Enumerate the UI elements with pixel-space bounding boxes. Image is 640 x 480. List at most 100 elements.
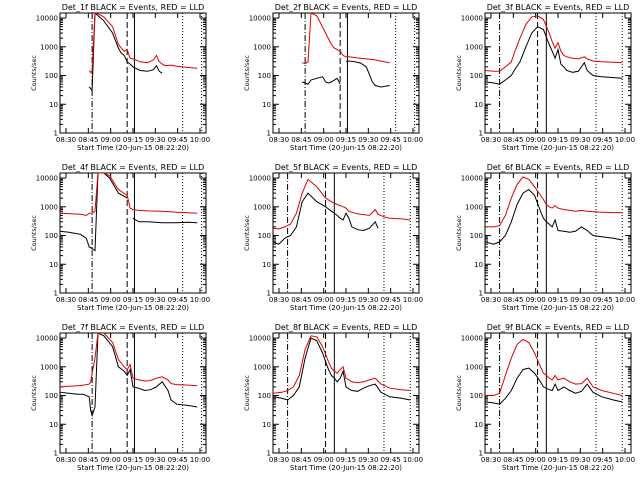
- x-tick-label: 09:00: [314, 136, 334, 144]
- series-events: [60, 333, 198, 418]
- panel-9: Det_9f BLACK = Events, RED = LLD 1 10 100 10…: [455, 323, 635, 472]
- x-axis-label: Start Time (20-Jun-15 08:22:20): [77, 464, 189, 472]
- y-tick-label: 10000: [249, 15, 271, 23]
- y-tick-label: 100: [470, 72, 483, 80]
- series-lld: [60, 173, 198, 216]
- plot-frame: [484, 12, 632, 134]
- x-tick-label: 09:00: [101, 136, 121, 144]
- panel-title: Det_2f BLACK = Events, RED = LLD: [275, 3, 418, 12]
- x-tick-label: 09:15: [336, 456, 356, 464]
- panel-title: Det_6f BLACK = Events, RED = LLD: [487, 163, 630, 172]
- x-tick-label: 10:00: [403, 136, 423, 144]
- plot-frame: [59, 12, 207, 134]
- x-tick-label: 09:00: [526, 136, 546, 144]
- series-events: [60, 173, 198, 252]
- y-tick-label: 1000: [40, 363, 58, 371]
- x-tick-label: 10:00: [190, 136, 210, 144]
- panel-title: Det_9f BLACK = Events, RED = LLD: [487, 323, 630, 332]
- x-tick-label: 09:30: [358, 456, 378, 464]
- panel-7: Det_7f BLACK = Events, RED = LLD 1 10 100 10…: [30, 323, 210, 472]
- y-tick-label: 1000: [253, 363, 271, 371]
- x-tick-label: 09:00: [526, 296, 546, 304]
- panel-4: Det_4f BLACK = Events, RED = LLD 1 10 100 10…: [30, 163, 210, 312]
- x-tick-label: 09:45: [168, 456, 188, 464]
- x-tick-label: 08:30: [481, 136, 501, 144]
- x-tick-label: 09:45: [593, 296, 613, 304]
- x-tick-label: 08:45: [78, 296, 98, 304]
- x-tick-label: 09:15: [548, 456, 568, 464]
- y-tick-label: 10000: [461, 335, 483, 343]
- y-axis-label: Counts/sec: [243, 375, 251, 411]
- x-tick-label: 09:45: [381, 296, 401, 304]
- series-lld: [302, 13, 390, 65]
- y-tick-label: 10000: [461, 15, 483, 23]
- x-tick-label: 09:30: [145, 136, 165, 144]
- panel-5: Det_5f BLACK = Events, RED = LLD 1 10 100 10…: [243, 163, 423, 312]
- y-axis-label: Counts/sec: [30, 215, 38, 251]
- plot-frame: [272, 172, 420, 294]
- x-tick-label: 10:00: [190, 456, 210, 464]
- y-tick-label: 100: [470, 232, 483, 240]
- x-tick-label: 09:00: [101, 296, 121, 304]
- panel-6: Det_6f BLACK = Events, RED = LLD 1 10 100 10…: [455, 163, 635, 312]
- series-lld: [485, 15, 623, 72]
- x-tick-label: 09:45: [381, 456, 401, 464]
- panel-title: Det_7f BLACK = Events, RED = LLD: [62, 323, 205, 332]
- series-lld: [485, 176, 623, 228]
- y-tick-label: 1: [267, 290, 271, 298]
- x-tick-label: 10:00: [615, 296, 635, 304]
- x-tick-label: 09:45: [593, 136, 613, 144]
- y-tick-label: 10000: [36, 335, 58, 343]
- x-tick-label: 09:30: [570, 136, 590, 144]
- y-tick-label: 10: [49, 421, 58, 429]
- y-tick-label: 10000: [36, 175, 58, 183]
- x-tick-label: 09:30: [145, 456, 165, 464]
- x-tick-label: 09:30: [570, 456, 590, 464]
- x-tick-label: 09:30: [358, 296, 378, 304]
- panel-title: Det_3f BLACK = Events, RED = LLD: [487, 3, 630, 12]
- y-axis-label: Counts/sec: [30, 55, 38, 91]
- x-tick-label: 08:45: [503, 296, 523, 304]
- plot-frame: [59, 332, 207, 454]
- y-tick-label: 10000: [249, 335, 271, 343]
- series-lld: [273, 335, 411, 394]
- x-tick-label: 09:15: [336, 296, 356, 304]
- x-tick-label: 10:00: [403, 456, 423, 464]
- x-axis-label: Start Time (20-Jun-15 08:22:20): [77, 304, 189, 312]
- panel-2: Det_2f BLACK = Events, RED = LLD 1 10 100 10…: [243, 3, 423, 152]
- x-tick-label: 08:45: [503, 136, 523, 144]
- x-tick-label: 08:30: [269, 136, 289, 144]
- x-tick-label: 09:45: [168, 296, 188, 304]
- y-tick-label: 100: [258, 392, 271, 400]
- y-axis-label: Counts/sec: [243, 215, 251, 251]
- x-tick-label: 08:30: [481, 296, 501, 304]
- x-tick-label: 10:00: [615, 136, 635, 144]
- x-axis-label: Start Time (20-Jun-15 08:22:20): [502, 304, 614, 312]
- y-tick-label: 100: [258, 72, 271, 80]
- y-tick-label: 100: [470, 392, 483, 400]
- y-tick-label: 10: [49, 101, 58, 109]
- y-axis-label: Counts/sec: [30, 375, 38, 411]
- y-tick-label: 10000: [461, 175, 483, 183]
- x-tick-label: 08:45: [78, 136, 98, 144]
- y-tick-label: 1000: [465, 43, 483, 51]
- y-tick-label: 100: [45, 72, 58, 80]
- x-tick-label: 08:30: [56, 296, 76, 304]
- x-tick-label: 09:00: [314, 456, 334, 464]
- x-axis-label: Start Time (20-Jun-15 08:22:20): [502, 144, 614, 152]
- series-events: [273, 193, 390, 244]
- y-tick-label: 1000: [40, 43, 58, 51]
- panel-title: Det_5f BLACK = Events, RED = LLD: [275, 163, 418, 172]
- y-tick-label: 1: [54, 130, 58, 138]
- y-tick-label: 1: [479, 450, 483, 458]
- y-tick-label: 10000: [249, 175, 271, 183]
- x-tick-label: 09:00: [101, 456, 121, 464]
- y-tick-label: 10: [474, 101, 483, 109]
- panel-title: Det_4f BLACK = Events, RED = LLD: [62, 163, 205, 172]
- series-lld: [88, 13, 198, 73]
- y-tick-label: 10000: [36, 15, 58, 23]
- x-tick-label: 09:45: [381, 136, 401, 144]
- x-tick-label: 09:15: [123, 296, 143, 304]
- y-tick-label: 1: [479, 290, 483, 298]
